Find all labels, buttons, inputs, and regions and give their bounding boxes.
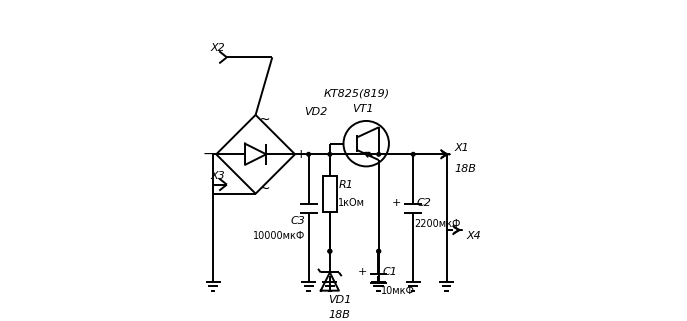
Text: +: + bbox=[358, 267, 367, 277]
Circle shape bbox=[328, 249, 332, 253]
Text: C3: C3 bbox=[291, 216, 306, 226]
Text: X4: X4 bbox=[466, 231, 481, 241]
Text: 2200мкФ: 2200мкФ bbox=[415, 219, 461, 229]
Text: 10мкФ: 10мкФ bbox=[381, 286, 416, 296]
Text: VT1: VT1 bbox=[352, 104, 374, 114]
Circle shape bbox=[307, 152, 311, 156]
Circle shape bbox=[377, 152, 381, 156]
Text: +: + bbox=[392, 198, 401, 208]
Text: +: + bbox=[321, 198, 330, 208]
Text: R1: R1 bbox=[339, 179, 354, 190]
Text: VD2: VD2 bbox=[304, 107, 328, 117]
Bar bbox=[323, 176, 337, 212]
Text: C1: C1 bbox=[383, 267, 398, 277]
Text: X2: X2 bbox=[210, 43, 225, 53]
Text: 18В: 18В bbox=[454, 164, 476, 174]
Text: C2: C2 bbox=[416, 198, 431, 208]
Text: ~: ~ bbox=[259, 112, 271, 126]
Circle shape bbox=[377, 249, 381, 253]
Text: −: − bbox=[203, 147, 214, 161]
Text: +: + bbox=[296, 148, 306, 161]
Text: 10000мкФ: 10000мкФ bbox=[254, 231, 306, 241]
Text: X1: X1 bbox=[454, 143, 469, 153]
Text: VD1: VD1 bbox=[328, 295, 352, 305]
Circle shape bbox=[328, 152, 332, 156]
Text: 1кОм: 1кОм bbox=[339, 198, 365, 208]
Text: ~: ~ bbox=[259, 182, 271, 196]
Text: КТ825(819): КТ825(819) bbox=[324, 89, 390, 99]
Circle shape bbox=[377, 249, 381, 253]
Circle shape bbox=[412, 152, 415, 156]
Text: 18В: 18В bbox=[328, 310, 350, 320]
Circle shape bbox=[328, 249, 332, 253]
Text: X3: X3 bbox=[210, 170, 225, 180]
